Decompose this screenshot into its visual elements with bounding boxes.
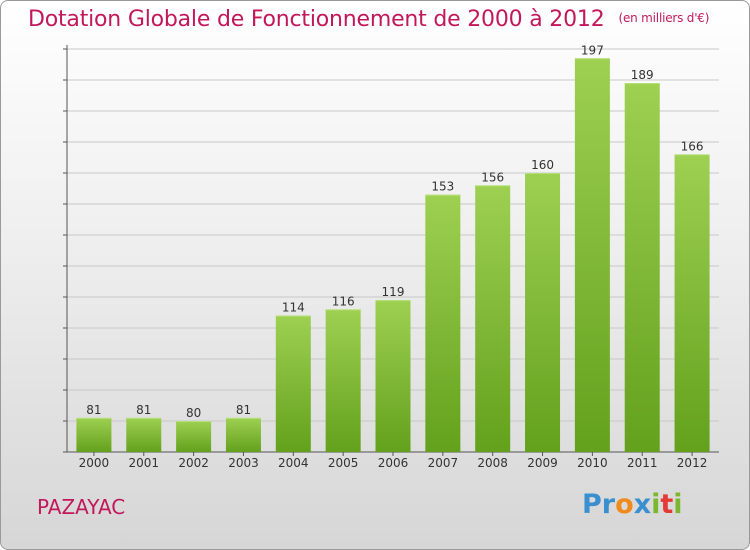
- logo-letter: x: [633, 489, 652, 520]
- bar-value-label: 80: [186, 406, 201, 420]
- x-tick-label: 2012: [677, 456, 708, 470]
- logo-letter: i: [673, 489, 683, 520]
- bar-2008: [475, 185, 511, 452]
- x-tick-label: 2005: [328, 456, 359, 470]
- chart-title: Dotation Globale de Fonctionnement de 20…: [28, 7, 709, 32]
- x-tick-label: 2004: [278, 456, 309, 470]
- x-tick-label: 2003: [228, 456, 259, 470]
- bar-2003: [225, 417, 261, 452]
- bar-2002: [176, 421, 212, 452]
- bar-value-label: 81: [136, 403, 151, 417]
- proxiti-logo: Proxiti: [582, 489, 683, 520]
- x-tick-label: 2002: [178, 456, 209, 470]
- bar-2009: [525, 173, 561, 452]
- bar-value-label: 116: [332, 294, 355, 308]
- bar-2005: [325, 309, 361, 452]
- x-tick-label: 2000: [79, 456, 110, 470]
- logo-letter: r: [601, 489, 616, 520]
- bar-2000: [76, 417, 112, 452]
- x-tick-label: 2008: [477, 456, 508, 470]
- bar-value-label: 119: [382, 285, 405, 299]
- chart-title-text: Dotation Globale de Fonctionnement de 20…: [28, 7, 605, 32]
- x-tick-label: 2010: [577, 456, 608, 470]
- chart-unit: (en milliers d'€): [618, 11, 710, 25]
- bar-value-label: 114: [282, 301, 305, 315]
- logo-letter: P: [582, 489, 602, 520]
- bar-2004: [275, 315, 311, 452]
- bar-value-label: 166: [681, 139, 704, 153]
- bar-2011: [624, 83, 660, 452]
- bar-2006: [375, 300, 411, 452]
- logo-letter: t: [660, 489, 674, 520]
- x-tick-label: 2001: [128, 456, 159, 470]
- x-tick-label: 2009: [527, 456, 558, 470]
- bar-value-label: 153: [431, 180, 454, 194]
- x-tick-label: 2007: [428, 456, 459, 470]
- bar-2012: [674, 154, 710, 452]
- bar-value-label: 156: [481, 170, 504, 184]
- logo-letter: i: [651, 489, 661, 520]
- commune-name: PAZAYAC: [37, 495, 126, 519]
- bar-chart: 7080901001101201301401501601701801902008…: [63, 43, 719, 470]
- logo-letter: o: [615, 489, 634, 520]
- bar-2010: [574, 58, 610, 453]
- bar-value-label: 81: [86, 403, 101, 417]
- bar-2007: [425, 194, 461, 452]
- x-tick-label: 2011: [627, 456, 658, 470]
- bar-value-label: 197: [581, 43, 604, 57]
- x-tick-label: 2006: [378, 456, 409, 470]
- bar-value-label: 81: [236, 403, 251, 417]
- bar-value-label: 160: [531, 158, 554, 172]
- bar-value-label: 189: [631, 68, 654, 82]
- bar-2001: [126, 417, 162, 452]
